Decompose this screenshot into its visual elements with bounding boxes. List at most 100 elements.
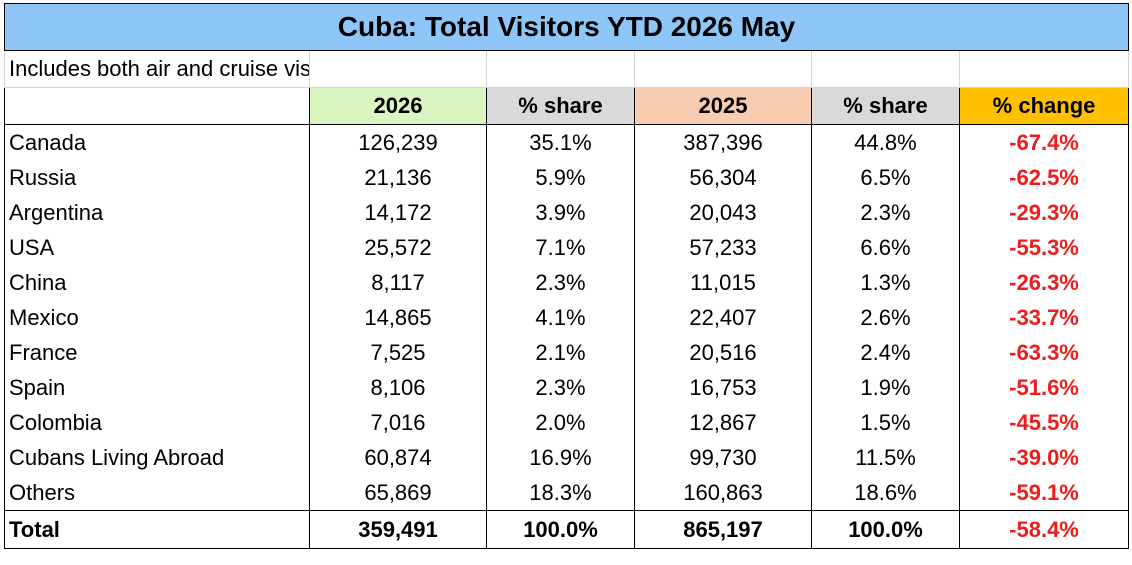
empty-cell — [958, 50, 1130, 88]
total-country-cell: Total — [4, 510, 310, 549]
country-cell: Argentina — [4, 195, 310, 230]
table-row: Mexico 14,865 4.1% 22,407 2.6% -33.7% — [4, 300, 1130, 335]
table-row: Others 65,869 18.3% 160,863 18.6% -59.1% — [4, 475, 1130, 511]
visitors-2026-cell: 8,117 — [309, 265, 487, 300]
visitors-2025-cell: 20,516 — [634, 335, 812, 370]
table-row: Cubans Living Abroad 60,874 16.9% 99,730 11.… — [4, 440, 1130, 475]
visitors-2025-cell: 20,043 — [634, 195, 812, 230]
change-cell: -45.5% — [958, 405, 1130, 440]
visitors-2026-cell: 8,106 — [309, 370, 487, 405]
change-cell: -59.1% — [958, 475, 1130, 511]
visitors-2025-cell: 387,396 — [634, 124, 812, 160]
country-cell: Others — [4, 475, 310, 511]
share-2025-cell: 2.6% — [811, 300, 960, 335]
change-cell: -63.3% — [958, 335, 1130, 370]
share-2026-cell: 18.3% — [486, 475, 635, 511]
table-row: China 8,117 2.3% 11,015 1.3% -26.3% — [4, 265, 1130, 300]
share-2025-cell: 2.4% — [811, 335, 960, 370]
table-row: Argentina 14,172 3.9% 20,043 2.3% -29.3% — [4, 195, 1130, 230]
visitors-2026-cell: 21,136 — [309, 160, 487, 195]
country-cell: Colombia — [4, 405, 310, 440]
visitors-2025-cell: 16,753 — [634, 370, 812, 405]
visitors-2025-cell: 12,867 — [634, 405, 812, 440]
empty-cell — [811, 50, 960, 88]
table-title: Cuba: Total Visitors YTD 2026 May — [3, 3, 1130, 51]
share-2026-cell: 2.0% — [486, 405, 635, 440]
table-row: Spain 8,106 2.3% 16,753 1.9% -51.6% — [4, 370, 1130, 405]
share-2025-cell: 2.3% — [811, 195, 960, 230]
total-visitors-2026-cell: 359,491 — [309, 510, 487, 549]
share-2026-cell: 2.3% — [486, 265, 635, 300]
share-2025-cell: 11.5% — [811, 440, 960, 475]
share-2026-cell: 2.3% — [486, 370, 635, 405]
country-cell: USA — [4, 230, 310, 265]
share-2026-cell: 5.9% — [486, 160, 635, 195]
share-2025-cell: 1.5% — [811, 405, 960, 440]
country-cell: France — [4, 335, 310, 370]
share-2025-cell: 6.5% — [811, 160, 960, 195]
change-cell: -62.5% — [958, 160, 1130, 195]
change-cell: -39.0% — [958, 440, 1130, 475]
header-share-2026: % share — [486, 87, 635, 125]
table-note: Includes both air and cruise visitors — [4, 50, 310, 88]
visitors-2026-cell: 60,874 — [309, 440, 487, 475]
share-2026-cell: 4.1% — [486, 300, 635, 335]
country-cell: Cubans Living Abroad — [4, 440, 310, 475]
country-cell: Spain — [4, 370, 310, 405]
visitors-2025-cell: 99,730 — [634, 440, 812, 475]
header-row: 2026 % share 2025 % share % change — [4, 87, 1130, 125]
header-2026: 2026 — [309, 87, 487, 125]
change-cell: -51.6% — [958, 370, 1130, 405]
visitors-2025-cell: 57,233 — [634, 230, 812, 265]
header-change: % change — [958, 87, 1130, 125]
share-2026-cell: 3.9% — [486, 195, 635, 230]
share-2026-cell: 7.1% — [486, 230, 635, 265]
change-cell: -67.4% — [958, 124, 1130, 160]
table-row: Canada 126,239 35.1% 387,396 44.8% -67.4% — [4, 124, 1130, 160]
share-2025-cell: 6.6% — [811, 230, 960, 265]
country-cell: Russia — [4, 160, 310, 195]
visitors-2026-cell: 7,525 — [309, 335, 487, 370]
table-row: Russia 21,136 5.9% 56,304 6.5% -62.5% — [4, 160, 1130, 195]
visitors-2026-cell: 25,572 — [309, 230, 487, 265]
change-cell: -33.7% — [958, 300, 1130, 335]
header-2025: 2025 — [634, 87, 812, 125]
total-row: Total 359,491 100.0% 865,197 100.0% -58.4% — [4, 510, 1130, 549]
change-cell: -55.3% — [958, 230, 1130, 265]
visitors-2026-cell: 7,016 — [309, 405, 487, 440]
table-row: France 7,525 2.1% 20,516 2.4% -63.3% — [4, 335, 1130, 370]
change-cell: -29.3% — [958, 195, 1130, 230]
share-2025-cell: 18.6% — [811, 475, 960, 511]
table-row: USA 25,572 7.1% 57,233 6.6% -55.3% — [4, 230, 1130, 265]
visitors-2026-cell: 126,239 — [309, 124, 487, 160]
share-2025-cell: 1.3% — [811, 265, 960, 300]
header-blank — [4, 87, 310, 125]
total-visitors-2025-cell: 865,197 — [634, 510, 812, 549]
empty-cell — [634, 50, 812, 88]
country-cell: Mexico — [4, 300, 310, 335]
change-cell: -26.3% — [958, 265, 1130, 300]
total-share-2025-cell: 100.0% — [811, 510, 960, 549]
share-2025-cell: 44.8% — [811, 124, 960, 160]
share-2025-cell: 1.9% — [811, 370, 960, 405]
empty-cell — [486, 50, 635, 88]
visitors-2026-cell: 14,865 — [309, 300, 487, 335]
visitors-2025-cell: 56,304 — [634, 160, 812, 195]
table-row: Colombia 7,016 2.0% 12,867 1.5% -45.5% — [4, 405, 1130, 440]
visitors-table: Cuba: Total Visitors YTD 2026 May Includ… — [3, 3, 1130, 549]
share-2026-cell: 35.1% — [486, 124, 635, 160]
visitors-2026-cell: 14,172 — [309, 195, 487, 230]
country-cell: Canada — [4, 124, 310, 160]
empty-cell — [309, 50, 487, 88]
visitors-2025-cell: 160,863 — [634, 475, 812, 511]
visitors-2025-cell: 22,407 — [634, 300, 812, 335]
share-2026-cell: 2.1% — [486, 335, 635, 370]
share-2026-cell: 16.9% — [486, 440, 635, 475]
country-cell: China — [4, 265, 310, 300]
visitors-2025-cell: 11,015 — [634, 265, 812, 300]
total-change-cell: -58.4% — [958, 510, 1130, 549]
visitors-sheet: Cuba: Total Visitors YTD 2026 May Includ… — [3, 3, 1130, 549]
visitors-2026-cell: 65,869 — [309, 475, 487, 511]
header-share-2025: % share — [811, 87, 960, 125]
total-share-2026-cell: 100.0% — [486, 510, 635, 549]
